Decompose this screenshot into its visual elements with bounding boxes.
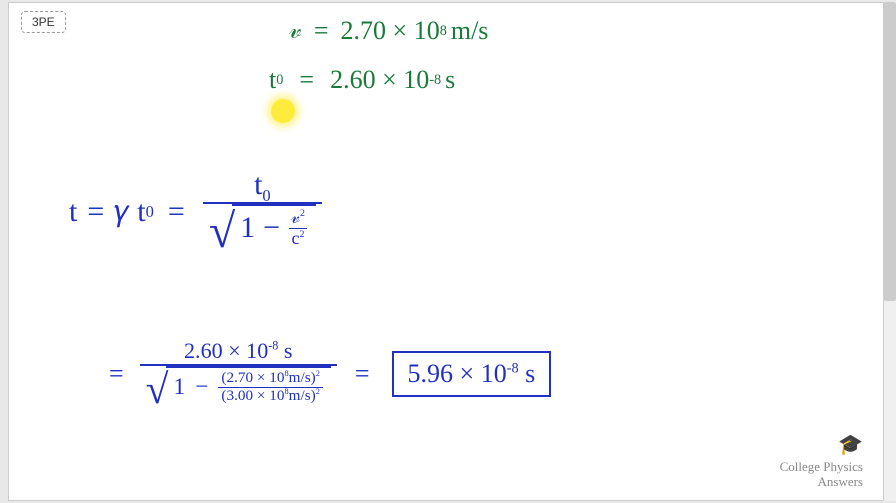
num-exp: -8 [268, 339, 278, 353]
num-unit: s [284, 338, 293, 363]
calc-fraction: 2.60 × 10-8 s √ 1 − (2.70 × 108m/s)2 [140, 338, 337, 410]
calc-denominator: √ 1 − (2.70 × 108m/s)2 (3.00 × 108m/s)2 [140, 364, 337, 410]
final-answer: 5.96 × 10-8 s [392, 351, 552, 397]
one: 1 [240, 211, 255, 245]
t0-value: 2.60 × 10 [330, 65, 429, 95]
velocity-unit: m/s [451, 16, 489, 46]
given-proper-time: t 0 = 2.60 × 10 -8 s [269, 65, 455, 95]
velocity-value: 2.70 × 10 [341, 16, 440, 46]
one: 1 [174, 374, 186, 401]
num-ratio: (2.70 × 108m/s)2 (3.00 × 108m/s)2 [218, 370, 322, 404]
equals: = [299, 65, 314, 95]
v-squared: 𝓋2 [288, 208, 308, 228]
t0-unit: s [445, 65, 455, 95]
minus: − [263, 211, 280, 245]
sqrt: √ 1 − 𝓋2 c2 [209, 204, 316, 249]
calculation: = 2.60 × 10-8 s √ 1 − (2.70 × 108m/s)2 [109, 338, 551, 410]
graduation-cap-icon: 🎓 [780, 433, 863, 457]
scrollbar-thumb[interactable] [884, 2, 896, 301]
velocity-symbol: 𝓋 [289, 15, 302, 46]
brand-watermark: 🎓 College Physics Answers [780, 433, 863, 490]
gamma-t0: 𝛾 t [114, 195, 145, 229]
equals: = [168, 195, 185, 229]
equals: = [355, 359, 370, 389]
brand-line2: Answers [818, 474, 864, 489]
given-velocity: 𝓋 = 2.70 × 10 8 m/s [289, 15, 488, 46]
ratio-top: (2.70 × 108m/s)2 [218, 370, 322, 387]
minus: − [195, 374, 208, 401]
equals: = [109, 359, 124, 389]
answer-unit: s [525, 359, 535, 388]
ratio-bot: (3.00 × 108m/s)2 [218, 387, 322, 405]
time-dilation-formula: t = 𝛾 t 0 = t0 √ 1 − 𝓋2 c2 [69, 168, 326, 255]
calc-radicand: 1 − (2.70 × 108m/s)2 (3.00 × 108m/s)2 [166, 366, 331, 404]
t-symbol: t [69, 195, 77, 229]
answer-exp: -8 [507, 361, 519, 377]
num-val: 2.60 × 10 [184, 338, 268, 363]
fraction: t0 √ 1 − 𝓋2 c2 [203, 168, 322, 255]
t0-symbol: t [269, 65, 276, 95]
numerator: t0 [248, 168, 277, 202]
radicand: 1 − 𝓋2 c2 [232, 204, 316, 249]
equals: = [87, 195, 104, 229]
denominator: √ 1 − 𝓋2 c2 [203, 202, 322, 255]
c-squared: c2 [289, 228, 308, 249]
brand-line1: College Physics [780, 459, 863, 474]
vertical-scrollbar[interactable] [884, 2, 896, 501]
equals: = [314, 16, 329, 46]
answer-val: 5.96 × 10 [408, 359, 507, 388]
calc-numerator: 2.60 × 10-8 s [178, 338, 299, 364]
problem-tag: 3PE [21, 11, 66, 33]
cursor-highlight [271, 99, 295, 123]
v2-over-c2: 𝓋2 c2 [288, 208, 308, 249]
calc-sqrt: √ 1 − (2.70 × 108m/s)2 (3.00 × 108m/s)2 [146, 366, 331, 404]
whiteboard-canvas: 3PE 𝓋 = 2.70 × 10 8 m/s t 0 = 2.60 × 10 … [8, 2, 884, 501]
